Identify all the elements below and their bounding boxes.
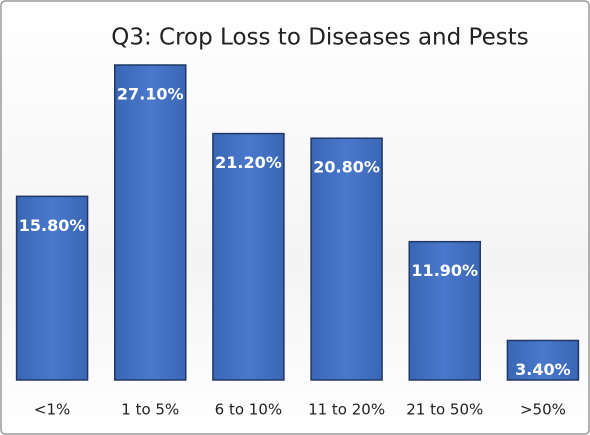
x-tick-label: >50% xyxy=(520,401,566,419)
value-label: 27.10% xyxy=(117,85,184,104)
value-label: 21.20% xyxy=(215,153,282,172)
x-tick-label: 21 to 50% xyxy=(406,401,483,419)
x-tick-label: 6 to 10% xyxy=(215,401,282,419)
x-tick-label: <1% xyxy=(34,401,70,419)
value-label: 3.40% xyxy=(515,360,571,379)
value-label: 11.90% xyxy=(411,261,478,280)
bar xyxy=(212,132,285,381)
bar xyxy=(506,339,580,381)
chart-title: Q3: Crop Loss to Diseases and Pests xyxy=(111,25,528,51)
x-tick-label: 11 to 20% xyxy=(308,401,385,419)
value-label: 15.80% xyxy=(19,216,86,235)
x-tick-label: 1 to 5% xyxy=(121,401,179,419)
bar xyxy=(310,137,383,381)
bar xyxy=(15,195,89,381)
bar xyxy=(408,240,481,381)
bar xyxy=(114,64,187,381)
value-label: 20.80% xyxy=(313,158,380,177)
